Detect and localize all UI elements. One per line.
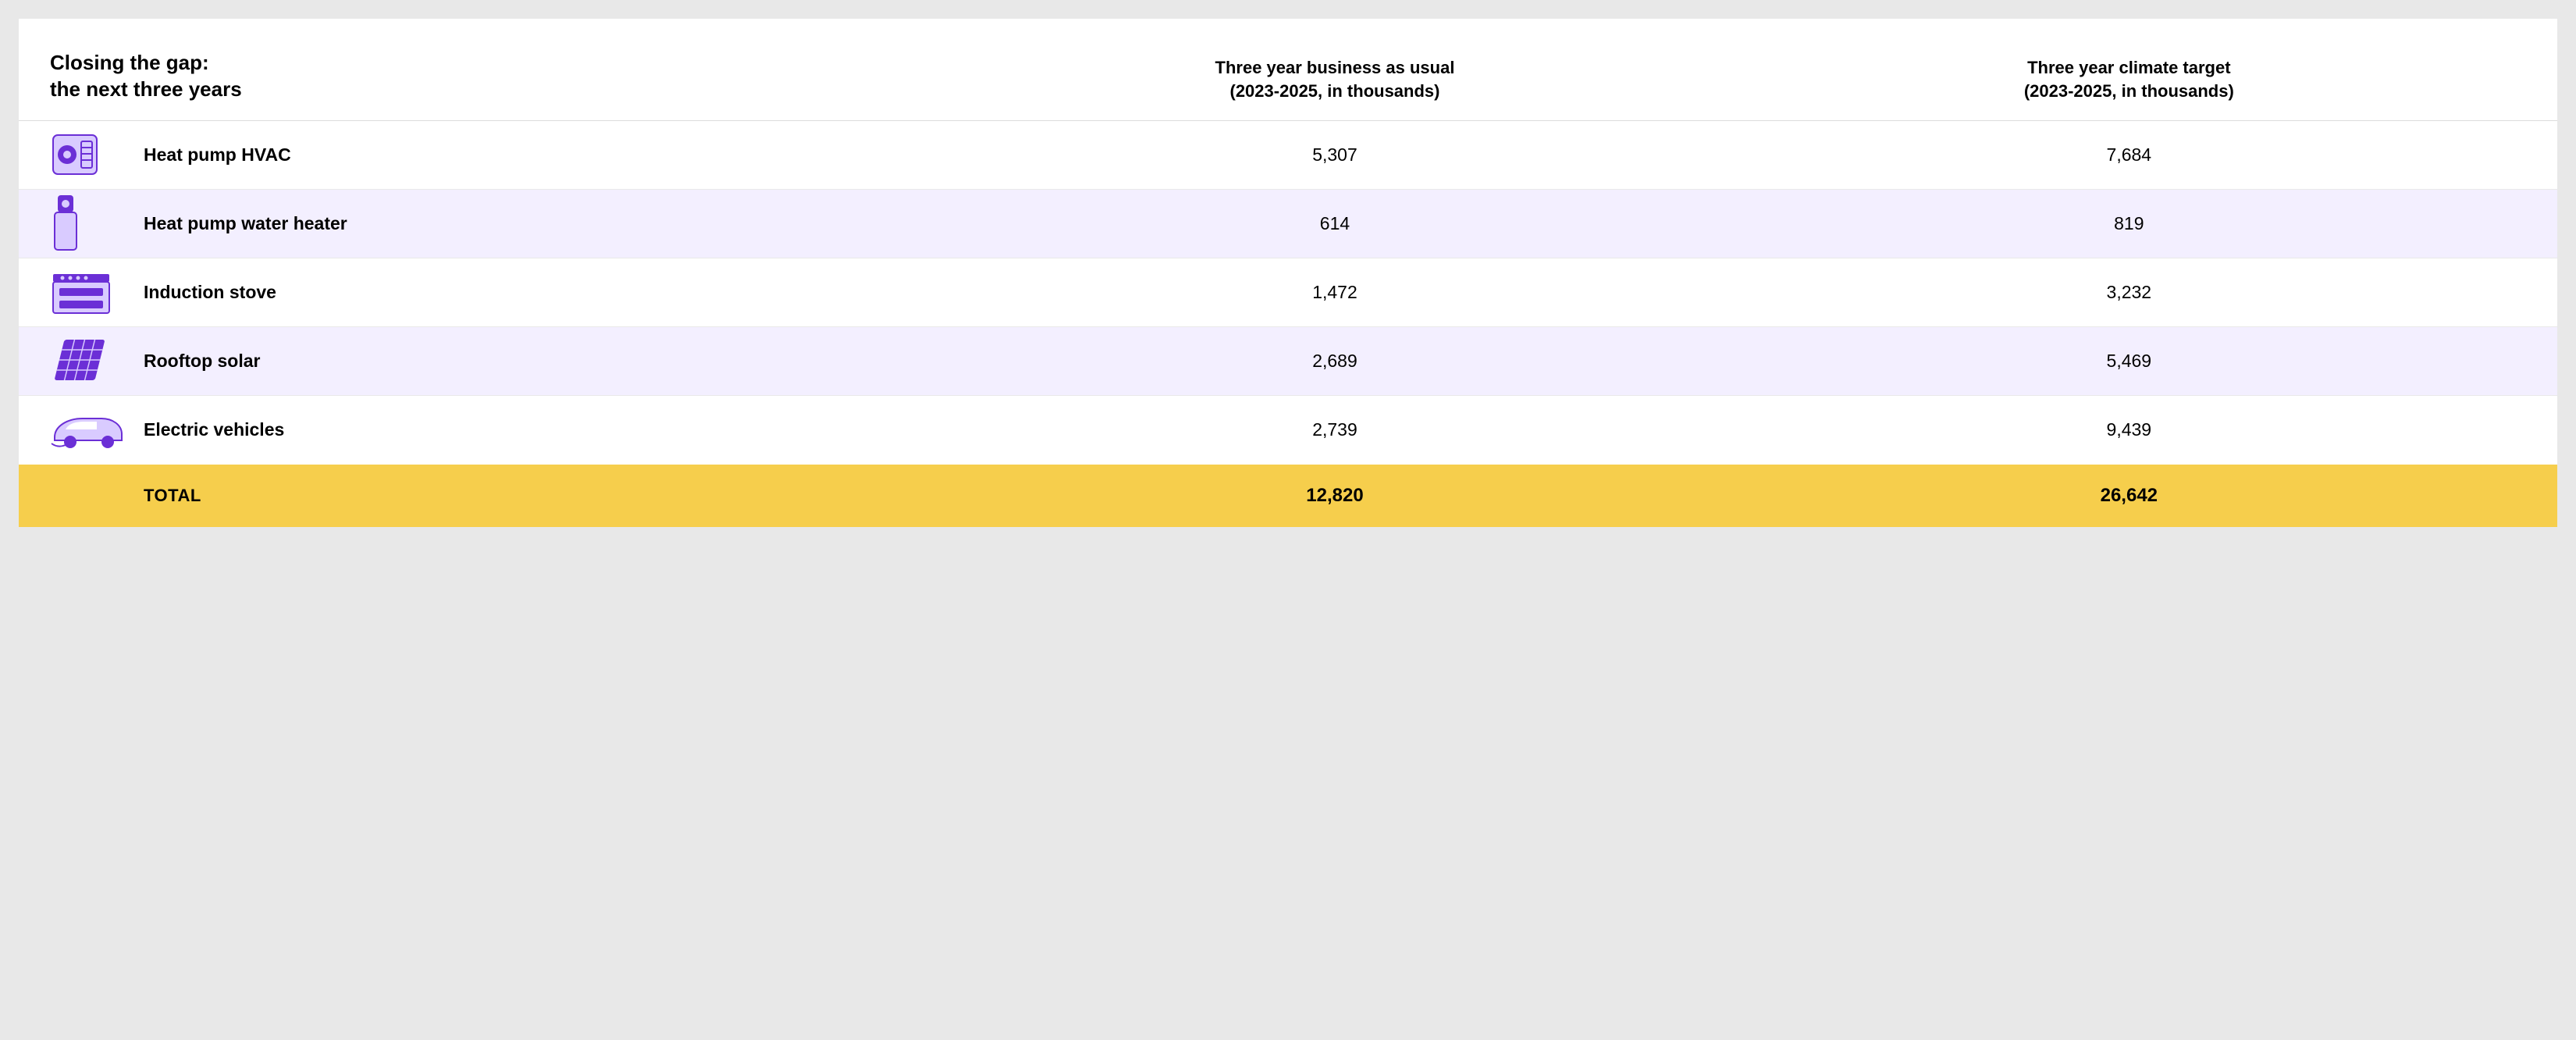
column-header-target: Three year climate target (2023-2025, in… <box>1732 56 2526 102</box>
column-header-bau: Three year business as usual (2023-2025,… <box>938 56 1731 102</box>
data-table-card: Closing the gap: the next three years Th… <box>19 19 2557 527</box>
table-row: Heat pump HVAC 5,307 7,684 <box>19 121 2557 190</box>
row-label: Rooftop solar <box>144 351 938 372</box>
stove-icon <box>50 268 144 316</box>
row-bau-value: 2,739 <box>938 419 1731 440</box>
ev-car-icon <box>50 409 144 451</box>
table-title: Closing the gap: the next three years <box>50 50 938 103</box>
row-bau-value: 1,472 <box>938 282 1731 303</box>
row-target-value: 7,684 <box>1732 144 2526 166</box>
row-label: Heat pump HVAC <box>144 144 938 166</box>
row-label: Induction stove <box>144 282 938 303</box>
solar-panel-icon <box>50 335 144 386</box>
table-row: Rooftop solar 2,689 5,469 <box>19 327 2557 396</box>
row-bau-value: 614 <box>938 213 1731 234</box>
table-row: Heat pump water heater 614 819 <box>19 190 2557 258</box>
water-heater-icon <box>50 194 144 253</box>
total-target-value: 26,642 <box>1732 485 2526 507</box>
row-label: Electric vehicles <box>144 419 938 440</box>
total-label: TOTAL <box>144 486 938 506</box>
table-row: Induction stove 1,472 3,232 <box>19 258 2557 327</box>
row-target-value: 5,469 <box>1732 351 2526 372</box>
row-target-value: 3,232 <box>1732 282 2526 303</box>
table-header-row: Closing the gap: the next three years Th… <box>19 50 2557 121</box>
row-bau-value: 5,307 <box>938 144 1731 166</box>
row-label: Heat pump water heater <box>144 213 938 234</box>
table-total-row: TOTAL 12,820 26,642 <box>19 465 2557 527</box>
row-target-value: 9,439 <box>1732 419 2526 440</box>
total-bau-value: 12,820 <box>938 485 1731 507</box>
table-row: Electric vehicles 2,739 9,439 <box>19 396 2557 465</box>
hvac-icon <box>50 132 144 177</box>
row-target-value: 819 <box>1732 213 2526 234</box>
row-bau-value: 2,689 <box>938 351 1731 372</box>
